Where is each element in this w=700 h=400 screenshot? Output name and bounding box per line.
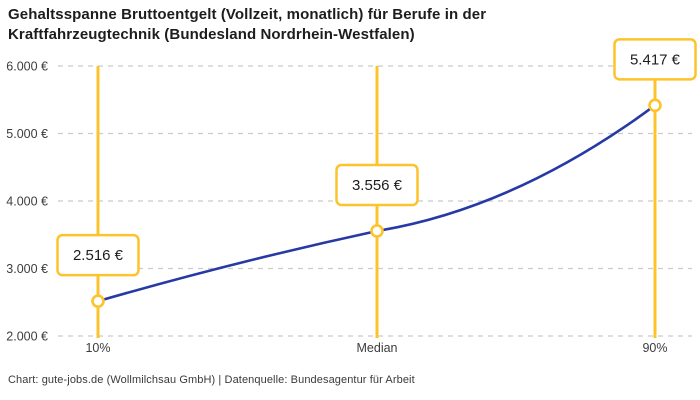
value-label-box [335,163,419,207]
y-axis-tick-label: 5.000 € [6,127,48,141]
data-point-marker [370,224,384,238]
y-axis-tick-label: 3.000 € [6,262,48,276]
value-label-text: 3.556 € [352,177,403,194]
y-axis-tick-label: 2.000 € [6,330,48,344]
value-label-text: 2.516 € [73,247,124,264]
x-axis-tick-label: 10% [85,341,110,355]
data-point-marker [91,294,105,308]
data-point-marker [648,98,662,113]
value-label-box [613,38,697,81]
x-axis-tick-label: 90% [642,341,667,355]
title-line-1: Gehaltsspanne Bruttoentgelt (Vollzeit, m… [8,6,487,23]
page-title: Gehaltsspanne Bruttoentgelt (Vollzeit, m… [8,5,486,45]
title-line-2: Kraftfahrzeugtechnik (Bundesland Nordrhe… [8,25,415,43]
y-axis-tick-label: 4.000 € [6,195,48,209]
source-attribution: Chart: gute-jobs.de (Wollmilchsau GmbH) … [8,374,415,386]
x-axis-tick-label: Median [357,341,398,355]
value-label-box [56,233,140,277]
value-label-text: 5.417 € [630,51,681,68]
y-axis-tick-label: 6.000 € [6,60,48,74]
